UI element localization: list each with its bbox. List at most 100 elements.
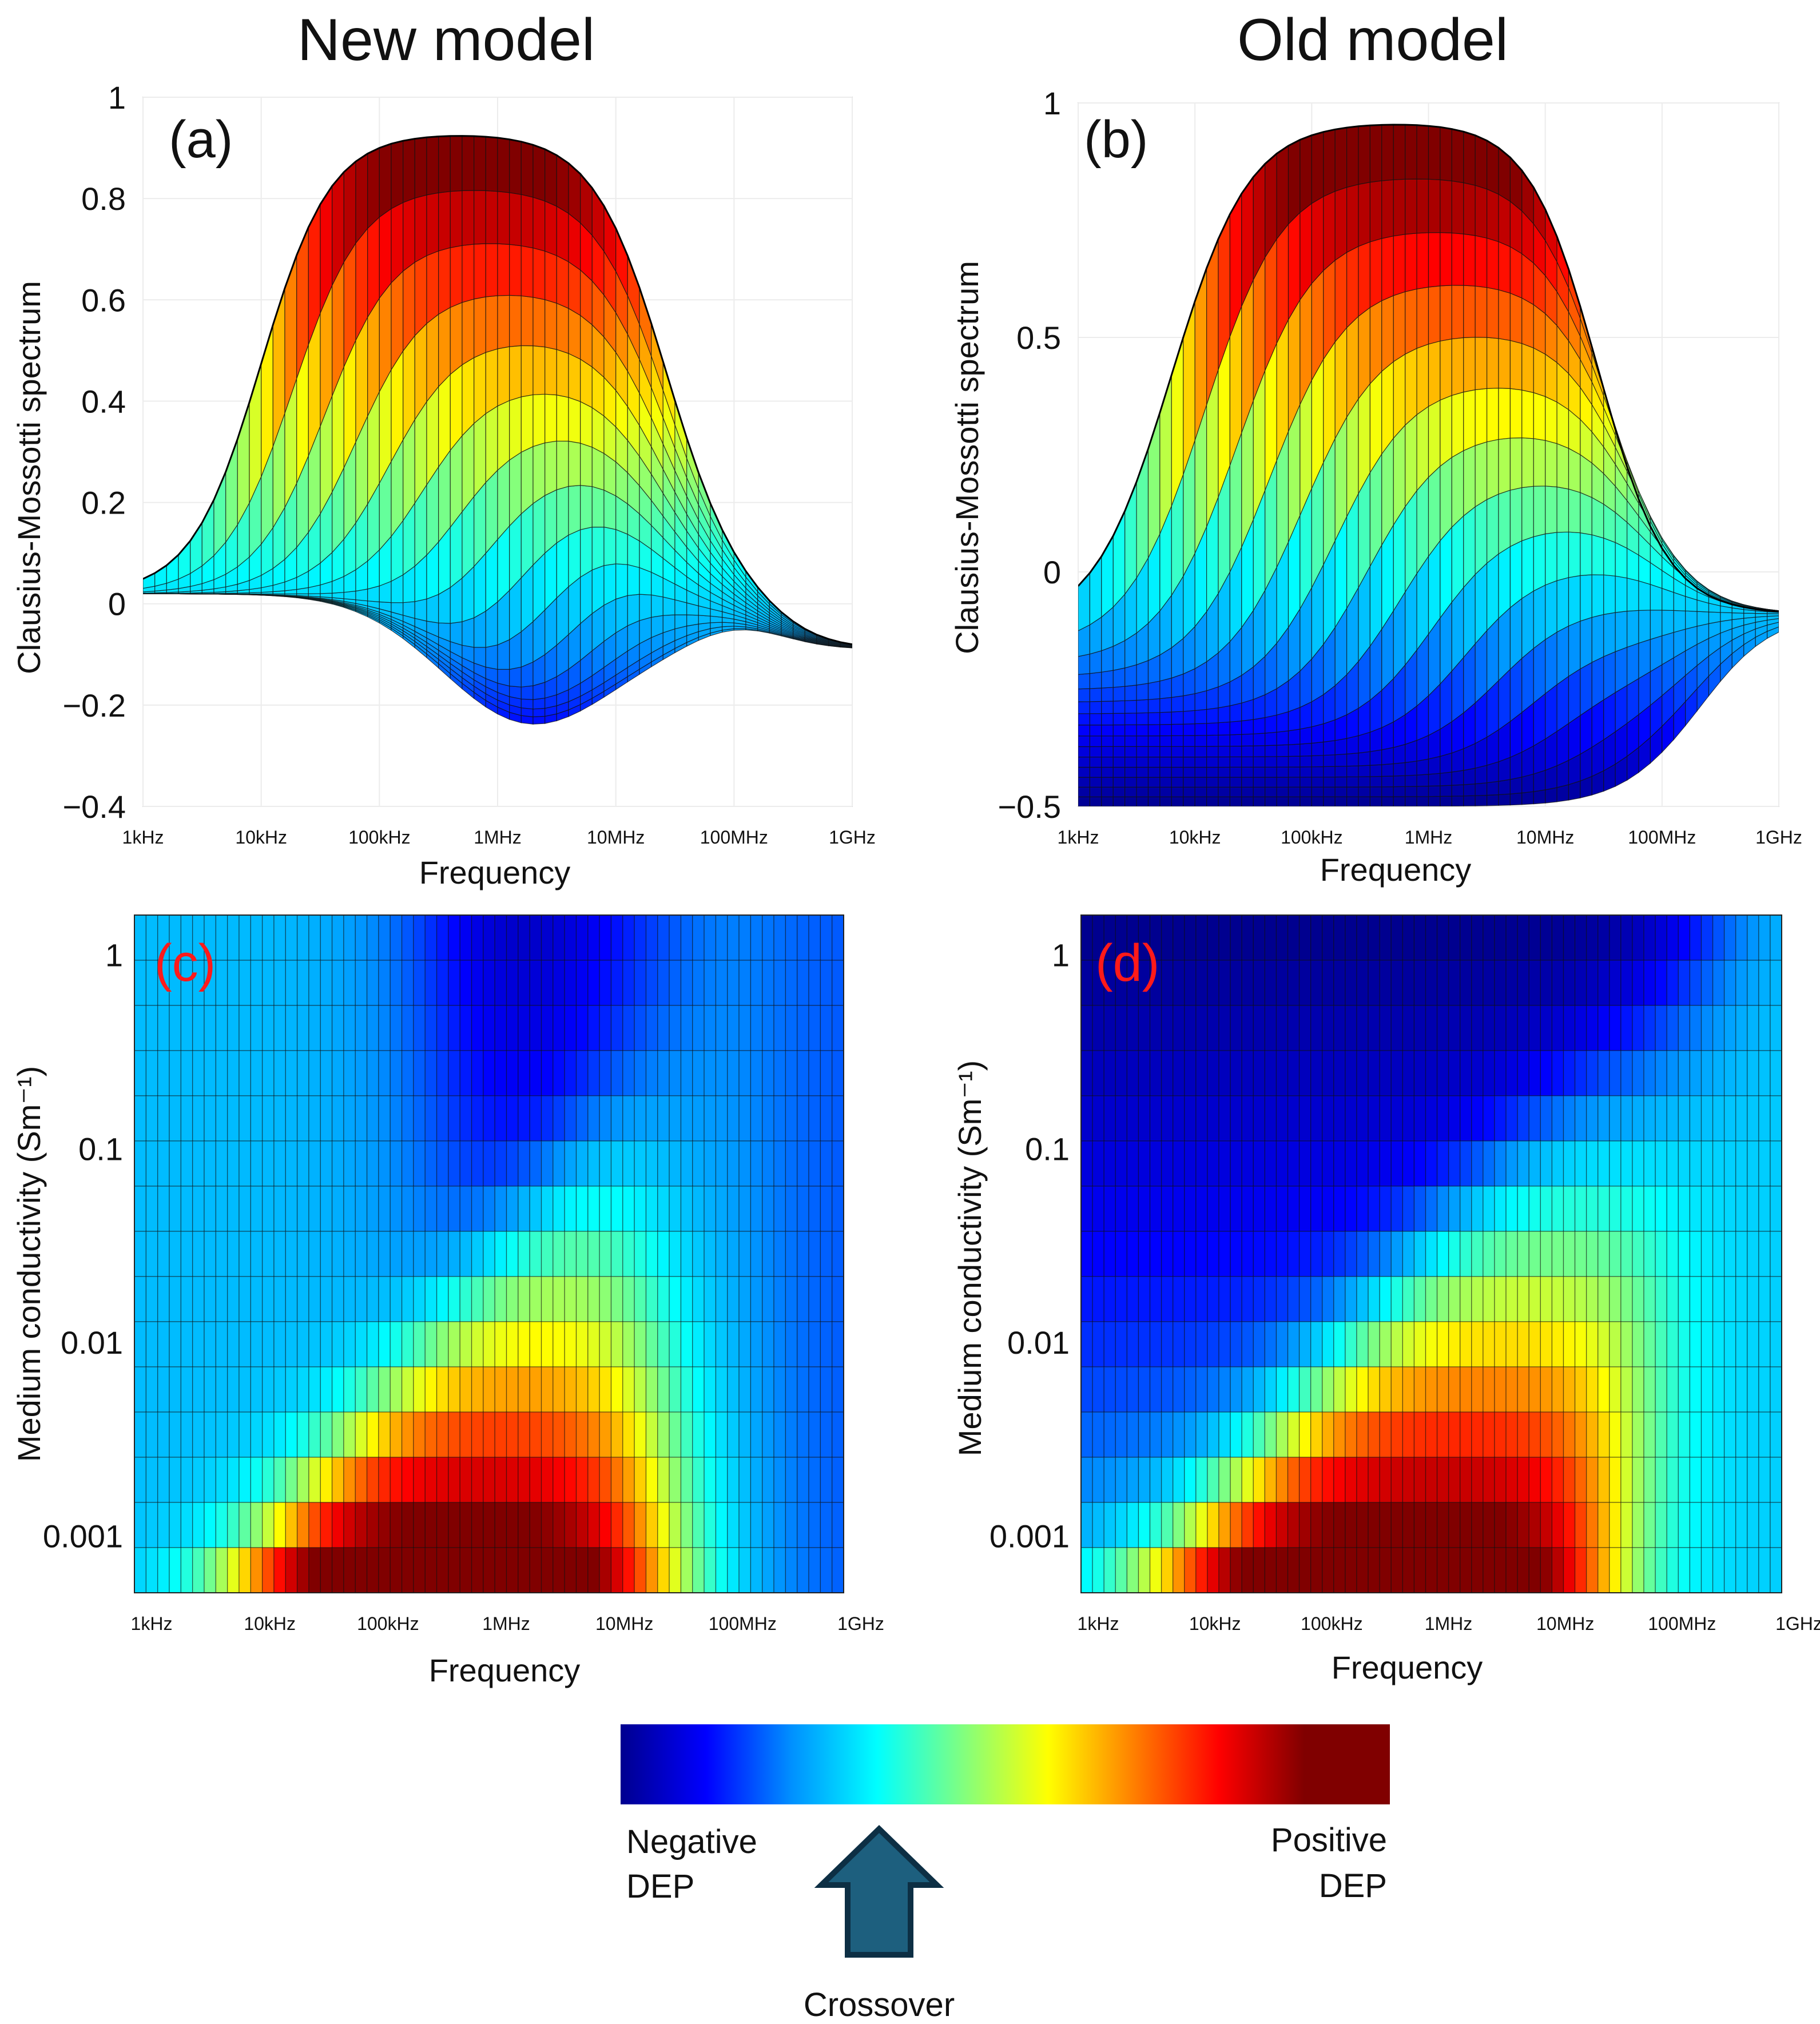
c-heatmap-cell: [180, 1321, 193, 1368]
d-heatmap-cell: [1241, 914, 1254, 961]
c-heatmap-cell: [820, 914, 833, 961]
c-heatmap-cell: [169, 1547, 182, 1594]
colorbar-positive-label-line2: DEP: [1319, 1867, 1387, 1904]
c-heatmap-cell: [506, 1547, 519, 1594]
c-heatmap-cell: [796, 1140, 810, 1187]
c-heatmap-cell: [564, 1547, 577, 1594]
d-heatmap-cell: [1459, 1231, 1472, 1278]
c-heatmap-cell: [273, 1502, 287, 1549]
b-surface-patch: [1556, 401, 1569, 449]
d-heatmap-cell: [1333, 1005, 1346, 1052]
d-heatmap-cell: [1494, 960, 1507, 1007]
c-heatmap-cell: [239, 1366, 252, 1413]
b-surface-patch: [1323, 776, 1336, 788]
c-heatmap-cell: [285, 1321, 298, 1368]
d-heatmap-cell: [1505, 960, 1519, 1007]
b-surface-patch: [1171, 746, 1184, 758]
b-surface-patch: [1405, 796, 1417, 806]
b-surface-patch: [1440, 785, 1452, 797]
d-heatmap-cell: [1218, 1366, 1231, 1413]
a-x-tick-label: 1GHz: [829, 827, 876, 848]
d-heatmap-cell: [1471, 1411, 1484, 1458]
d-heatmap-cell: [1298, 1050, 1312, 1097]
d-heatmap-cell: [1115, 1050, 1128, 1097]
d-heatmap-cell: [1218, 1547, 1231, 1594]
b-surface-patch: [1089, 735, 1102, 747]
a-surface-patch: [497, 137, 510, 193]
a-surface-patch: [497, 243, 510, 296]
b-surface-patch: [1381, 361, 1394, 455]
c-heatmap-cell: [378, 1321, 391, 1368]
c-heatmap-cell: [296, 1502, 309, 1549]
b-surface-patch: [1463, 389, 1476, 451]
c-heatmap-cell: [215, 1140, 228, 1187]
d-heatmap-cell: [1459, 1050, 1472, 1097]
b-surface-patch: [1241, 796, 1254, 806]
d-heatmap-cell: [1551, 1005, 1564, 1052]
c-heatmap-cell: [285, 1411, 298, 1458]
c-heatmap-cell: [657, 1050, 670, 1097]
d-heatmap-cell: [1103, 1231, 1116, 1278]
c-heatmap-cell: [296, 1095, 309, 1142]
c-heatmap-cell: [657, 914, 670, 961]
c-heatmap-cell: [785, 1457, 798, 1504]
b-surface-patch: [1533, 789, 1546, 805]
b-surface-patch: [1556, 486, 1569, 533]
c-heatmap-cell: [622, 1457, 635, 1504]
d-heatmap-cell: [1632, 1231, 1645, 1278]
d-heatmap-cell: [1758, 1411, 1771, 1458]
c-heatmap-cell: [424, 1457, 438, 1504]
c-heatmap-cell: [459, 1276, 472, 1323]
c-heatmap-cell: [134, 1547, 147, 1594]
b-surface-patch: [1416, 785, 1429, 797]
b-surface-patch: [1124, 664, 1137, 687]
c-heatmap-cell: [401, 1411, 414, 1458]
d-heatmap-cell: [1092, 1186, 1105, 1232]
c-heatmap-cell: [134, 914, 147, 961]
c-heatmap-cell: [761, 1005, 775, 1052]
d-heatmap-cell: [1253, 1095, 1266, 1142]
b-surface-patch: [1381, 179, 1394, 239]
b-y-tick-label: −0.5: [998, 789, 1061, 825]
d-heatmap-cell: [1287, 1050, 1300, 1097]
a-surface-patch: [497, 400, 510, 471]
d-heatmap-cell: [1723, 1502, 1736, 1549]
c-heatmap-cell: [250, 1502, 263, 1549]
d-heatmap-cell: [1436, 1050, 1449, 1097]
d-heatmap-cell: [1275, 1321, 1289, 1368]
a-surface-patch: [533, 495, 546, 566]
a-surface-patch: [509, 685, 522, 699]
c-heatmap-cell: [553, 1050, 566, 1097]
d-heatmap-cell: [1678, 960, 1691, 1007]
b-surface-patch: [1428, 796, 1441, 806]
d-heatmap-cell: [1517, 1276, 1530, 1323]
c-heatmap-cell: [657, 1366, 670, 1413]
b-surface-patch: [1346, 765, 1359, 778]
d-heatmap-cell: [1436, 1457, 1449, 1504]
d-heatmap-cell: [1310, 1140, 1323, 1187]
c-heatmap-cell: [273, 1547, 287, 1594]
b-surface-patch: [1124, 766, 1137, 778]
c-heatmap-cell: [285, 1547, 298, 1594]
b-surface-patch: [1556, 675, 1569, 732]
d-heatmap-cell: [1425, 1366, 1438, 1413]
d-heatmap-cell: [1471, 1005, 1484, 1052]
d-heatmap-cell: [1322, 1005, 1334, 1052]
c-heatmap-cell: [669, 1186, 682, 1232]
d-heatmap-cell: [1585, 1005, 1599, 1052]
c-heatmap-cell: [575, 1140, 589, 1187]
c-heatmap-cell: [204, 1095, 217, 1142]
d-heatmap-cell: [1126, 1457, 1139, 1504]
d-heatmap-cell: [1172, 1095, 1185, 1142]
c-heatmap-cell: [355, 1231, 368, 1278]
c-heatmap-cell: [355, 1366, 368, 1413]
b-surface-patch: [1112, 746, 1126, 758]
b-surface-patch: [1194, 723, 1207, 736]
b-surface-patch: [1101, 766, 1114, 778]
c-heatmap-cell: [308, 1321, 321, 1368]
c-heatmap-cell: [634, 1502, 647, 1549]
d-heatmap-cell: [1298, 1140, 1312, 1187]
b-surface-patch: [1218, 746, 1230, 758]
b-surface-patch: [1509, 792, 1523, 806]
b-surface-patch: [1159, 677, 1172, 699]
